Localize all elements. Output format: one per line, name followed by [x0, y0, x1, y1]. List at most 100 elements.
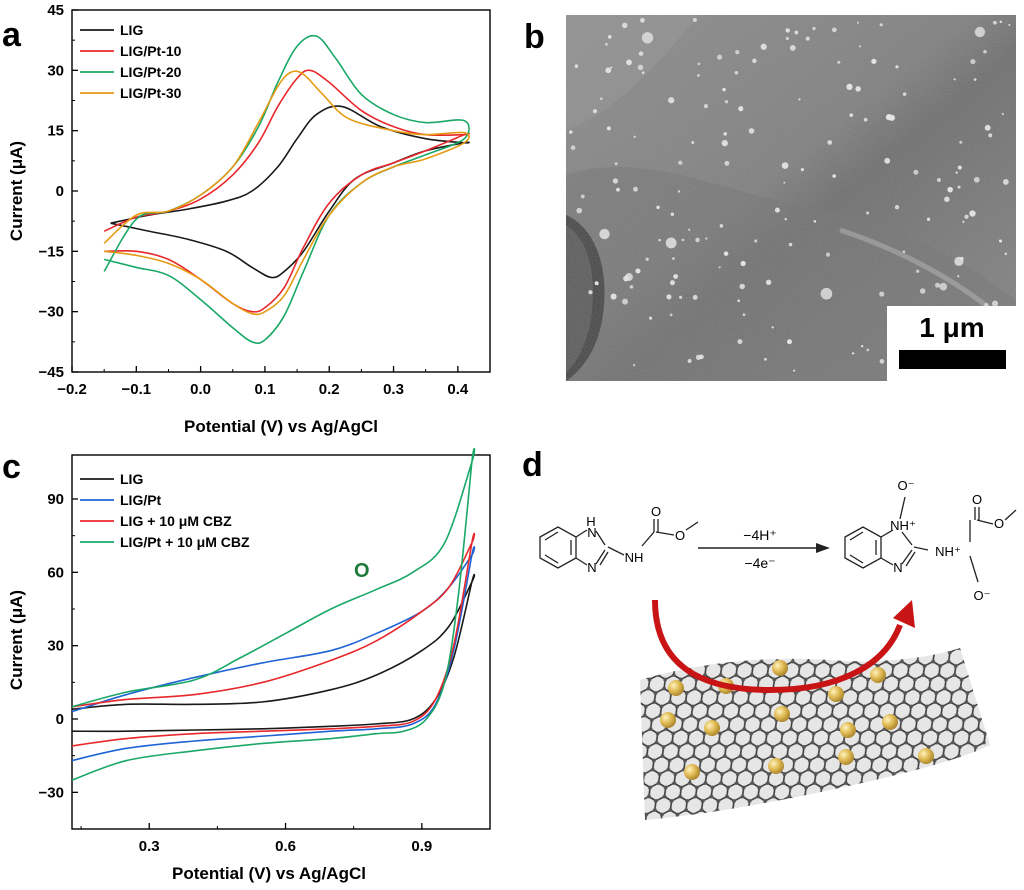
y-axis-label-a: Current (μA)	[7, 141, 26, 241]
y-tick-label: 30	[47, 62, 64, 79]
nanoparticle	[669, 313, 673, 317]
nanoparticle	[991, 300, 999, 307]
nanoparticle	[789, 44, 796, 51]
atom-nh: NH	[625, 550, 644, 565]
nanoparticle	[1001, 112, 1004, 116]
nanoparticle	[781, 162, 789, 169]
scale-bar-label: 1 μm	[919, 312, 984, 343]
product-structure	[844, 496, 1017, 583]
nanoparticle	[788, 242, 793, 247]
nanoparticle	[576, 207, 583, 214]
nanoparticle	[992, 20, 997, 25]
x-tick-label: −0.1	[121, 381, 151, 398]
nanoparticle	[752, 58, 757, 64]
nanoparticle	[665, 237, 677, 249]
plot-frame-c	[71, 454, 491, 830]
nanoparticle	[812, 26, 816, 31]
gold-particle	[828, 686, 844, 702]
nanoparticle	[724, 100, 729, 104]
nanoparticle	[692, 18, 697, 23]
nanoparticle	[926, 217, 931, 221]
legend-label: LIG	[120, 471, 143, 487]
nanoparticle	[793, 369, 796, 372]
x-tick-label: −0.2	[57, 381, 87, 398]
nanoparticle	[687, 359, 692, 363]
nanoparticle	[695, 237, 700, 243]
nanoparticle	[832, 174, 837, 178]
nanoparticle	[774, 207, 780, 213]
nanoparticle	[607, 35, 612, 39]
nanoparticle	[697, 62, 701, 66]
nanoparticle	[879, 359, 885, 364]
gold-particle	[668, 680, 684, 696]
gold-particle	[768, 758, 784, 774]
nanoparticle	[969, 210, 976, 217]
nanoparticle	[1002, 179, 1009, 185]
atom-o: O	[972, 492, 982, 507]
nanoparticle	[954, 256, 964, 266]
nanoparticle	[988, 133, 993, 138]
nanoparticle	[645, 257, 649, 261]
nanoparticle	[825, 252, 831, 257]
nanoparticle	[592, 109, 598, 114]
nanoparticle	[957, 165, 962, 170]
series-lig-pt	[71, 546, 476, 762]
nanoparticle	[606, 126, 611, 131]
y-tick-label: 15	[47, 123, 64, 140]
x-tick-label: 0.0	[190, 381, 211, 398]
nanoparticle	[858, 45, 861, 48]
nanoparticle	[594, 281, 599, 286]
nanoparticle	[944, 196, 950, 203]
atom-o: O	[994, 516, 1004, 531]
nanoparticle	[742, 313, 746, 317]
nanoparticle	[913, 169, 919, 175]
nanoparticle	[588, 290, 593, 295]
graphene-sheet	[640, 648, 990, 820]
nanoparticle	[625, 273, 633, 281]
series-lig-pt-30	[103, 70, 470, 316]
nanoparticle	[672, 257, 675, 260]
y-tick-label: −30	[39, 304, 64, 321]
nanoparticle	[786, 339, 792, 345]
annotation-o: O	[354, 560, 370, 582]
reactant-atom-labels: H N N NH O O	[586, 504, 685, 575]
nanoparticle	[641, 32, 654, 44]
nanoparticle	[855, 86, 861, 92]
nanoparticle	[894, 205, 900, 210]
nanoparticle	[846, 83, 853, 90]
nanoparticle	[633, 135, 636, 139]
nanoparticle	[633, 186, 638, 192]
gold-particle	[918, 748, 934, 764]
nanoparticle	[764, 357, 767, 361]
nanoparticle	[871, 58, 877, 64]
nanoparticle	[813, 220, 817, 223]
nanoparticle	[629, 285, 634, 289]
nanoparticle	[605, 42, 608, 46]
atom-n: N	[587, 525, 596, 540]
nanoparticle	[916, 269, 920, 273]
nanoparticle	[673, 274, 679, 279]
y-tick-label: 60	[47, 564, 64, 581]
nanoparticle	[705, 237, 708, 240]
nanoparticle	[677, 190, 681, 193]
nanoparticle	[580, 194, 585, 199]
nanoparticle	[973, 78, 977, 81]
nanoparticle	[740, 260, 746, 267]
arrow-label-protons: −4H⁺	[743, 527, 776, 543]
pt-particles	[660, 660, 934, 780]
y-tick-label: 90	[47, 491, 64, 508]
reactant-structure	[539, 519, 699, 569]
legend-label: LIG/Pt	[120, 492, 162, 508]
atom-o-minus: O⁻	[974, 588, 991, 603]
y-tick-label: −15	[39, 243, 64, 260]
nanoparticle	[856, 21, 859, 24]
series-lig-pt-10-m-cbz	[71, 448, 476, 781]
nanoparticle	[681, 238, 685, 242]
nanoparticle	[723, 251, 729, 256]
product-atom-labels: O⁻ NH⁺ N NH⁺ O⁻ O O	[890, 478, 1004, 603]
nanoparticle	[640, 17, 645, 23]
series-lig-pt-10	[103, 69, 470, 313]
nanoparticle	[820, 287, 833, 300]
legend-label: LIG/Pt-20	[120, 64, 182, 80]
nanoparticle	[616, 187, 620, 192]
